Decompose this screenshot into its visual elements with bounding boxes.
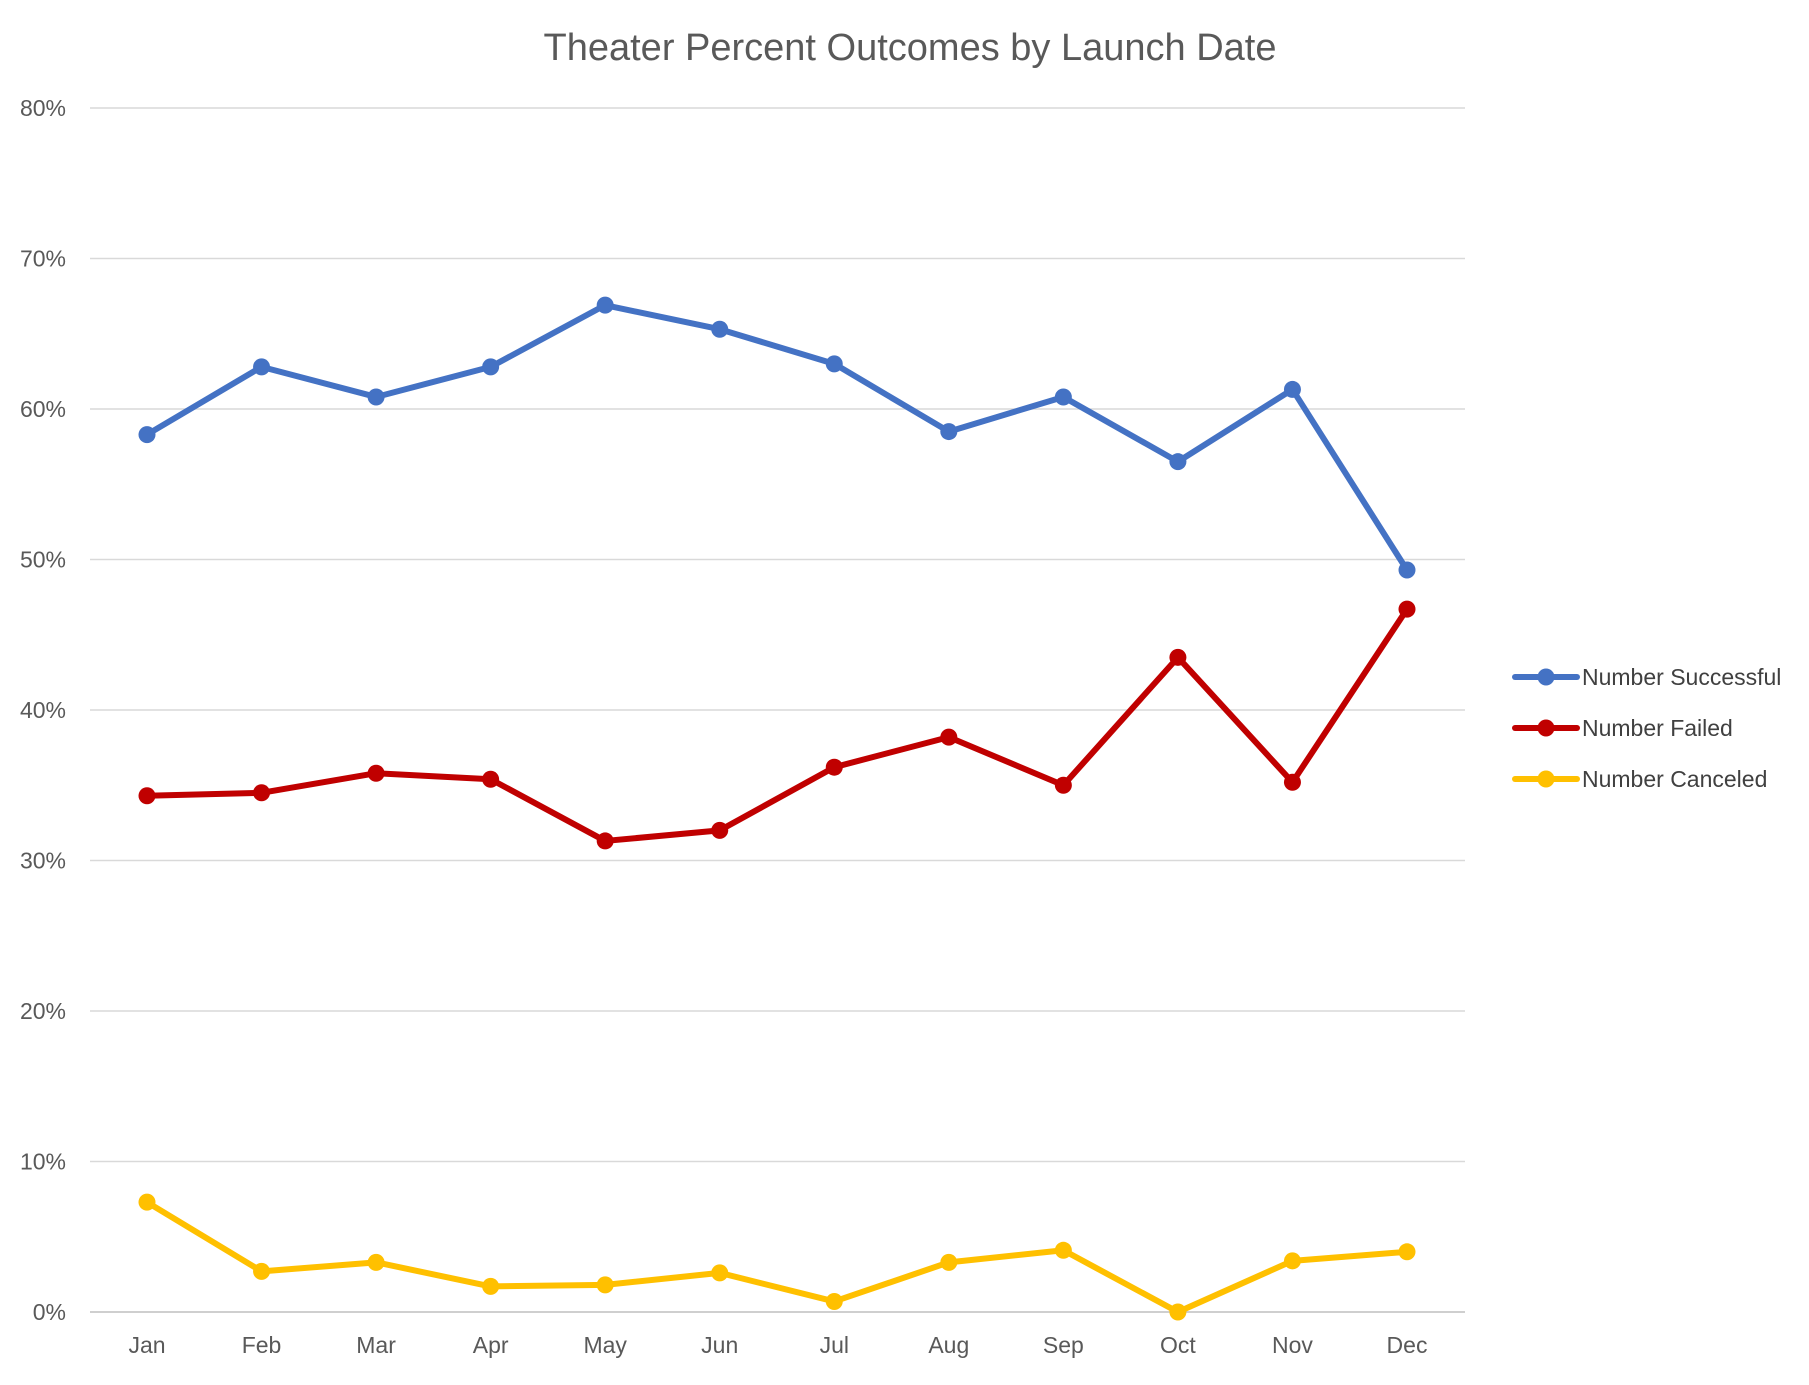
y-axis-tick-labels: 0% 10% 20% 30% 40% 50% 60% 70% 80%: [20, 95, 66, 1325]
series-line: [144, 302, 1410, 574]
data-point: [253, 358, 271, 376]
data-point: [1283, 773, 1301, 791]
data-point: [1169, 1303, 1187, 1321]
legend-marker: [1537, 719, 1555, 737]
data-point: [1398, 561, 1416, 579]
x-tick-label: Oct: [1160, 1332, 1196, 1358]
x-tick-label: Mar: [356, 1332, 396, 1358]
data-point: [596, 1276, 614, 1294]
data-point: [940, 728, 958, 746]
series-line: [144, 1199, 1410, 1315]
x-axis: Jan Feb Mar Apr May Jun Jul Aug Sep Oct Nov Dec: [128, 1332, 1427, 1358]
data-series: [138, 296, 1416, 1321]
data-point: [596, 296, 614, 314]
y-tick-label: 10%: [20, 1149, 66, 1175]
legend: Number Successful Number Failed Number Can…: [1512, 664, 1781, 792]
series-1: [138, 600, 1416, 850]
data-point: [940, 423, 958, 441]
data-point: [138, 426, 156, 444]
data-point: [1283, 1252, 1301, 1270]
legend-label: Number Successful: [1582, 664, 1781, 690]
grid-lines: [90, 107, 1465, 1313]
data-point: [482, 358, 500, 376]
legend-marker: [1537, 668, 1555, 686]
x-tick-label: Sep: [1043, 1332, 1084, 1358]
x-tick-label: Dec: [1387, 1332, 1428, 1358]
data-point: [711, 1264, 729, 1282]
data-point: [1398, 1243, 1416, 1261]
data-point: [1283, 380, 1301, 398]
legend-entry-1: Number Failed: [1512, 715, 1733, 741]
series-0: [138, 296, 1416, 579]
data-point: [253, 784, 271, 802]
data-point: [711, 320, 729, 338]
y-tick-label: 70%: [20, 246, 66, 272]
y-tick-label: 80%: [20, 95, 66, 121]
data-point: [482, 770, 500, 788]
data-point: [1054, 776, 1072, 794]
series-line: [144, 606, 1410, 844]
legend-entry-2: Number Canceled: [1512, 766, 1767, 792]
data-point: [367, 764, 385, 782]
data-point: [596, 832, 614, 850]
data-point: [711, 821, 729, 839]
legend-entry-0: Number Successful: [1512, 664, 1781, 690]
data-point: [1398, 600, 1416, 618]
x-tick-label: May: [583, 1332, 627, 1358]
x-tick-label: Aug: [928, 1332, 969, 1358]
data-point: [825, 1292, 843, 1310]
data-point: [253, 1262, 271, 1280]
data-point: [367, 388, 385, 406]
series-2: [138, 1193, 1416, 1321]
data-point: [1054, 388, 1072, 406]
x-tick-label: Nov: [1272, 1332, 1313, 1358]
x-tick-label: Feb: [242, 1332, 282, 1358]
x-tick-label: Apr: [473, 1332, 509, 1358]
y-tick-label: 60%: [20, 396, 66, 422]
chart-title: Theater Percent Outcomes by Launch Date: [544, 27, 1277, 69]
data-point: [1169, 648, 1187, 666]
data-point: [825, 758, 843, 776]
data-point: [482, 1277, 500, 1295]
legend-label: Number Failed: [1582, 715, 1733, 741]
data-point: [940, 1253, 958, 1271]
data-point: [1054, 1241, 1072, 1259]
data-point: [367, 1253, 385, 1271]
legend-marker: [1537, 770, 1555, 788]
data-point: [138, 1193, 156, 1211]
data-point: [138, 787, 156, 805]
data-point: [825, 355, 843, 373]
x-tick-label: Jan: [128, 1332, 165, 1358]
y-tick-label: 40%: [20, 697, 66, 723]
data-point: [1169, 453, 1187, 471]
y-tick-label: 30%: [20, 848, 66, 874]
x-tick-label: Jul: [820, 1332, 849, 1358]
legend-label: Number Canceled: [1582, 766, 1767, 792]
y-tick-label: 50%: [20, 547, 66, 573]
x-tick-label: Jun: [701, 1332, 738, 1358]
y-tick-label: 0%: [33, 1299, 66, 1325]
y-tick-label: 20%: [20, 998, 66, 1024]
